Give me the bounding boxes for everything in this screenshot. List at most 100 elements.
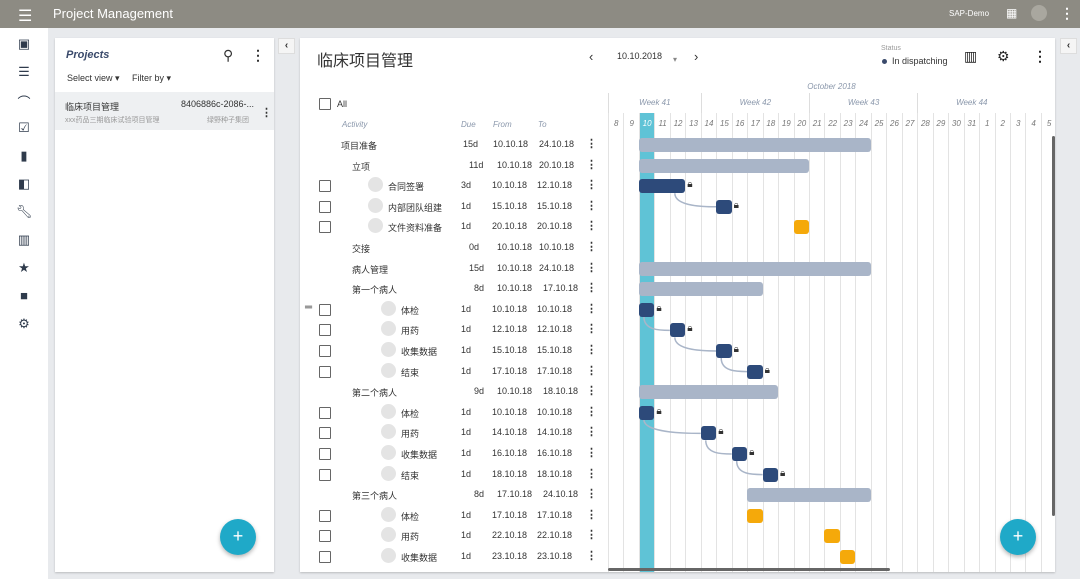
activity-row[interactable]: 收集数据 1d 15.10.18 15.10.18 ⋮: [300, 341, 608, 361]
row-checkbox[interactable]: [319, 427, 331, 440]
open-bar[interactable]: [747, 508, 763, 523]
collapse-left-button[interactable]: ‹: [278, 38, 295, 54]
activity-row[interactable]: 用药 1d 14.10.18 14.10.18 ⋮: [300, 423, 608, 443]
book-icon[interactable]: ◧: [17, 176, 31, 191]
more-vert-icon[interactable]: ⋮: [261, 107, 272, 119]
chevron-down-icon[interactable]: ▾: [673, 55, 678, 64]
filter-lines-icon[interactable]: ☰: [18, 64, 30, 79]
activity-row[interactable]: 病人管理 15d 10.10.18 24.10.18 ⋮: [300, 259, 608, 279]
filter-by-dropdown[interactable]: Filter by ▾: [132, 73, 172, 83]
activity-row[interactable]: 用药 1d 22.10.18 22.10.18 ⋮: [300, 526, 608, 546]
open-bar[interactable]: [793, 220, 809, 235]
row-more-icon[interactable]: ⋮: [586, 261, 597, 274]
select-view-dropdown[interactable]: Select view ▾: [67, 73, 120, 83]
activity-row[interactable]: 第一个病人 8d 10.10.18 17.10.18 ⋮: [300, 279, 608, 299]
row-more-icon[interactable]: ⋮: [586, 426, 597, 439]
task-bar[interactable]: [731, 447, 748, 461]
open-bar[interactable]: [824, 529, 840, 544]
row-checkbox[interactable]: [319, 200, 331, 213]
row-more-icon[interactable]: ⋮: [586, 447, 597, 459]
activity-row[interactable]: 结束 1d 17.10.18 17.10.18 ⋮: [300, 362, 608, 382]
settings-icon[interactable]: ⚙: [997, 48, 1010, 64]
select-all-checkbox[interactable]: [319, 98, 331, 110]
row-more-icon[interactable]: ⋮: [586, 405, 597, 418]
activity-row[interactable]: 收集数据 1d 23.10.18 23.10.18 ⋮: [300, 547, 608, 567]
map-icon[interactable]: ▥: [964, 48, 978, 64]
row-more-icon[interactable]: ⋮: [586, 323, 597, 336]
row-more-icon[interactable]: ⋮: [586, 364, 597, 377]
briefcase-icon[interactable]: ■: [20, 288, 28, 303]
task-bar[interactable]: [638, 405, 655, 420]
row-more-icon[interactable]: ⋮: [586, 179, 597, 192]
row-checkbox[interactable]: [319, 551, 331, 563]
calendar-icon[interactable]: ▣: [17, 36, 31, 51]
task-bar[interactable]: [747, 364, 763, 379]
activity-row[interactable]: 内部团队组建 1d 15.10.18 15.10.18 ⋮: [300, 197, 608, 217]
activity-row[interactable]: 交接 0d 10.10.18 10.10.18 ⋮: [300, 238, 608, 258]
task-bar[interactable]: [669, 323, 686, 338]
more-vert-icon[interactable]: ⋮: [251, 47, 265, 63]
user-name[interactable]: SAP-Demo: [949, 9, 990, 18]
row-checkbox[interactable]: [319, 180, 331, 193]
building-icon[interactable]: ▮: [20, 148, 28, 163]
row-more-icon[interactable]: ⋮: [586, 529, 597, 542]
row-checkbox[interactable]: [319, 406, 331, 419]
vertical-scrollbar[interactable]: [1052, 136, 1055, 516]
task-bar[interactable]: [716, 344, 732, 358]
col-due[interactable]: Due: [461, 120, 476, 129]
row-more-icon[interactable]: ⋮: [586, 550, 597, 562]
more-vert-icon[interactable]: ⋮: [1060, 5, 1074, 21]
col-from[interactable]: From: [493, 120, 512, 129]
row-checkbox[interactable]: [319, 221, 331, 234]
award-icon[interactable]: ★: [18, 260, 30, 275]
summary-bar[interactable]: [638, 138, 871, 152]
open-bar[interactable]: [839, 550, 856, 564]
activity-row[interactable]: 结束 1d 18.10.18 18.10.18 ⋮: [300, 465, 608, 485]
activity-row[interactable]: 合同签署 3d 10.10.18 12.10.18 ⋮: [300, 176, 608, 196]
activity-row[interactable]: 项目准备 15d 10.10.18 24.10.18 ⋮: [300, 135, 608, 155]
task-bar[interactable]: [700, 426, 717, 441]
add-activity-button[interactable]: +: [1000, 519, 1036, 555]
row-more-icon[interactable]: ⋮: [586, 138, 597, 150]
wrench-icon[interactable]: 🔧︎: [15, 204, 33, 219]
row-more-icon[interactable]: ⋮: [586, 467, 597, 480]
activity-icon[interactable]: ⌒: [17, 95, 31, 110]
activity-row[interactable]: ═ 体检 1d 10.10.18 10.10.18 ⋮: [300, 300, 608, 320]
task-bar[interactable]: [762, 467, 779, 482]
user-avatar-icon[interactable]: [1031, 5, 1047, 21]
activity-row[interactable]: 用药 1d 12.10.18 12.10.18 ⋮: [300, 320, 608, 340]
task-bar[interactable]: [638, 179, 686, 194]
horizontal-scrollbar[interactable]: [608, 568, 890, 571]
row-checkbox[interactable]: [319, 509, 331, 522]
activity-row[interactable]: 第二个病人 9d 10.10.18 18.10.18 ⋮: [300, 382, 608, 402]
activity-row[interactable]: 体检 1d 17.10.18 17.10.18 ⋮: [300, 506, 608, 526]
activity-row[interactable]: 收集数据 1d 16.10.18 16.10.18 ⋮: [300, 444, 608, 464]
row-more-icon[interactable]: ⋮: [586, 199, 597, 212]
summary-bar[interactable]: [747, 488, 871, 503]
project-list-item[interactable]: 临床项目管理 8406886c-2086-... xxx药品三期临床试验项目管理…: [55, 92, 274, 130]
row-checkbox[interactable]: [319, 345, 331, 357]
apps-grid-icon[interactable]: ▦: [1006, 6, 1018, 20]
summary-bar[interactable]: [638, 158, 809, 173]
row-more-icon[interactable]: ⋮: [586, 220, 597, 233]
row-checkbox[interactable]: [319, 448, 331, 460]
search-icon[interactable]: ⚲: [223, 47, 234, 63]
row-more-icon[interactable]: ⋮: [586, 385, 597, 398]
task-bar[interactable]: [638, 302, 655, 317]
row-more-icon[interactable]: ⋮: [586, 344, 597, 356]
activity-row[interactable]: 体检 1d 10.10.18 10.10.18 ⋮: [300, 403, 608, 423]
activity-row[interactable]: 第三个病人 8d 17.10.18 24.10.18 ⋮: [300, 485, 608, 505]
activity-row[interactable]: 立项 11d 10.10.18 20.10.18 ⋮: [300, 156, 608, 176]
calendar-check-icon[interactable]: ☑: [18, 120, 30, 135]
drag-handle-icon[interactable]: ═: [305, 301, 313, 313]
summary-bar[interactable]: [638, 282, 763, 297]
row-more-icon[interactable]: ⋮: [586, 282, 597, 295]
prev-date-button[interactable]: ‹: [589, 49, 594, 64]
activity-row[interactable]: 文件资料准备 1d 20.10.18 20.10.18 ⋮: [300, 217, 608, 237]
collapse-right-button[interactable]: ‹: [1060, 38, 1077, 54]
summary-bar[interactable]: [638, 261, 871, 276]
date-picker[interactable]: 10.10.2018: [617, 51, 663, 61]
next-date-button[interactable]: ›: [694, 49, 699, 64]
row-checkbox[interactable]: [319, 303, 331, 316]
col-to[interactable]: To: [538, 120, 547, 129]
